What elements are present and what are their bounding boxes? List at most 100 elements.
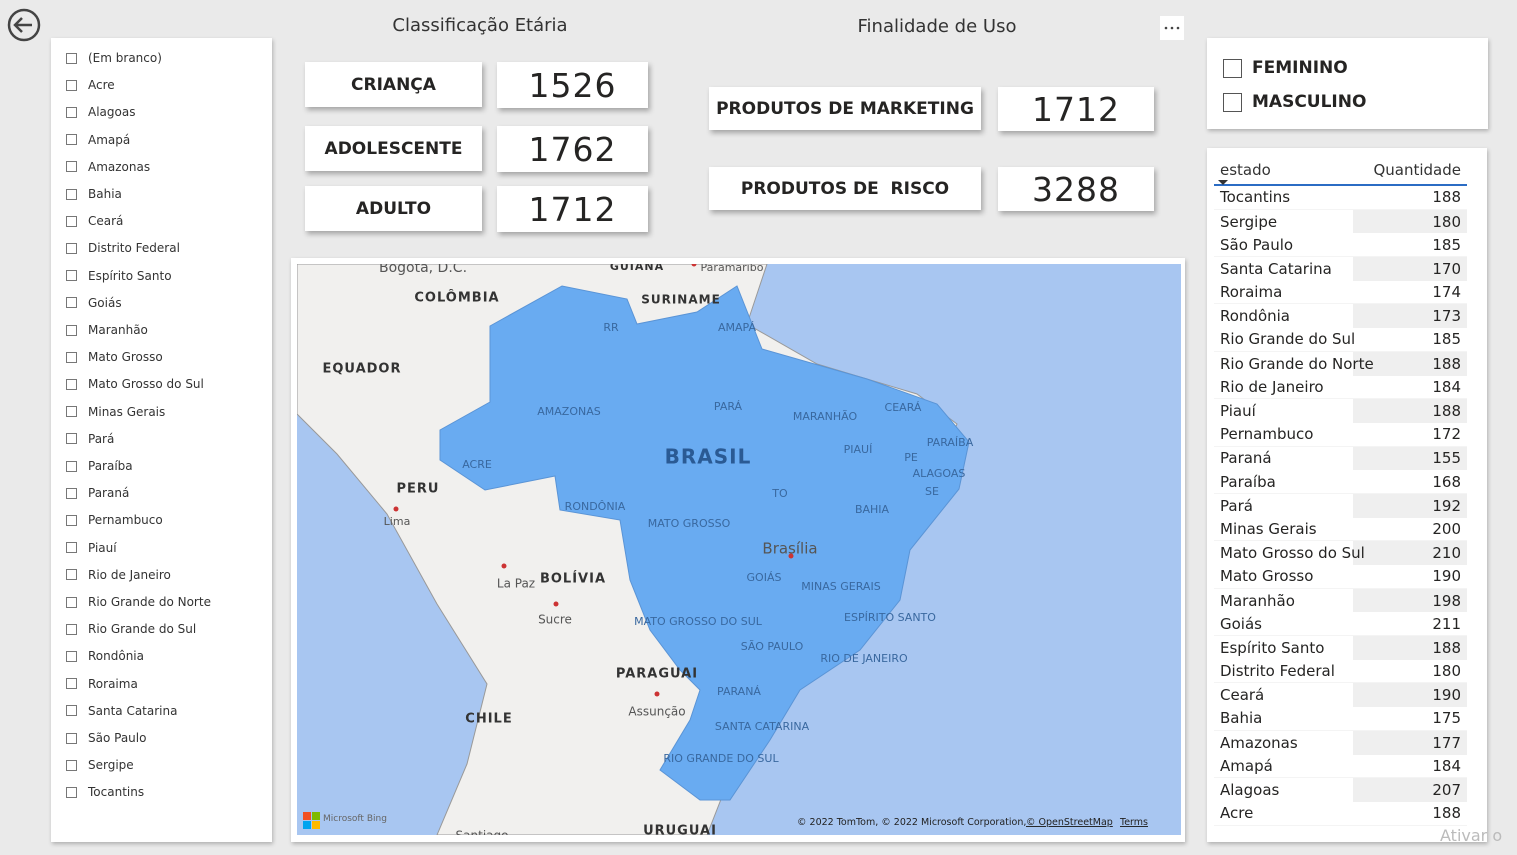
slicer-item[interactable]: Paraíba	[66, 456, 133, 476]
slicer-item[interactable]: Alagoas	[66, 102, 135, 122]
slicer-item[interactable]: Amazonas	[66, 157, 150, 177]
checkbox[interactable]	[66, 678, 77, 690]
cell-quantity: 184	[1432, 756, 1461, 775]
checkbox[interactable]	[66, 433, 77, 445]
checkbox[interactable]	[1223, 92, 1242, 112]
checkbox[interactable]	[66, 188, 77, 200]
column-header[interactable]: estado	[1220, 161, 1271, 179]
checkbox[interactable]	[66, 759, 77, 771]
checkbox[interactable]	[66, 596, 77, 608]
checkbox[interactable]	[66, 378, 77, 390]
slicer-item[interactable]: Acre	[66, 75, 115, 95]
osm-link[interactable]: © OpenStreetMap	[1026, 817, 1113, 828]
slicer-item[interactable]: Distrito Federal	[66, 238, 180, 258]
card-label: PRODUTOS DE MARKETING	[709, 87, 981, 130]
checkbox[interactable]	[66, 106, 77, 118]
slicer-item[interactable]: Rio Grande do Norte	[66, 592, 211, 612]
map-label: RIO GRANDE DO SUL	[663, 752, 779, 765]
checkbox[interactable]	[66, 786, 77, 798]
table-row: Mato Grosso do Sul 210	[1214, 541, 1467, 565]
slicer-item[interactable]: Mato Grosso	[66, 347, 163, 367]
slicer-item[interactable]: Maranhão	[66, 320, 148, 340]
map-label: SE	[925, 485, 939, 498]
cell-state: Goiás	[1220, 614, 1262, 633]
cell-state: Roraima	[1220, 283, 1283, 302]
map-label: URUGUAI	[643, 824, 717, 836]
checkbox[interactable]	[66, 134, 77, 146]
slicer-item[interactable]: Amapá	[66, 130, 130, 150]
map-label: ESPÍRITO SANTO	[844, 611, 936, 624]
map-label: CHILE	[465, 712, 512, 727]
cell-quantity: 175	[1432, 709, 1461, 728]
logo-square	[312, 821, 320, 829]
checkbox[interactable]	[66, 406, 77, 418]
map-label: MATO GROSSO	[648, 517, 731, 530]
slicer-item[interactable]: Pará	[66, 429, 114, 449]
checkbox[interactable]	[66, 161, 77, 173]
slicer-item[interactable]: Bahia	[66, 184, 122, 204]
cell-state: Distrito Federal	[1220, 662, 1335, 681]
checkbox[interactable]	[66, 514, 77, 526]
slicer-label: Paraná	[88, 486, 130, 501]
checkbox[interactable]	[66, 460, 77, 472]
terms-link[interactable]: Terms	[1119, 817, 1148, 828]
checkbox[interactable]	[66, 297, 77, 309]
map-label: GOIÁS	[747, 571, 782, 584]
checkbox[interactable]	[66, 242, 77, 254]
checkbox[interactable]	[66, 351, 77, 363]
map-label: PARAGUAI	[616, 667, 698, 682]
checkbox[interactable]	[66, 732, 77, 744]
back-button[interactable]	[6, 8, 42, 44]
slicer-item[interactable]: (Em branco)	[66, 48, 162, 68]
checkbox[interactable]	[66, 487, 77, 499]
cell-quantity: 184	[1432, 377, 1461, 396]
gender-label: MASCULINO	[1252, 92, 1367, 112]
cell-state: Rio de Janeiro	[1220, 377, 1324, 396]
checkbox[interactable]	[66, 569, 77, 581]
more-options[interactable]	[1160, 16, 1184, 40]
card-label: CRIANÇA	[305, 62, 482, 107]
checkbox[interactable]	[66, 79, 77, 91]
checkbox[interactable]	[66, 542, 77, 554]
gender-item[interactable]: FEMININO	[1223, 51, 1488, 85]
gender-item[interactable]: MASCULINO	[1223, 85, 1488, 119]
checkbox[interactable]	[66, 324, 77, 336]
map-label: PARÁ	[714, 400, 743, 413]
cell-quantity: 190	[1432, 567, 1461, 586]
slicer-item[interactable]: Ceará	[66, 211, 123, 231]
slicer-item[interactable]: Rondônia	[66, 646, 144, 666]
column-header[interactable]: Quantidade	[1373, 161, 1461, 179]
city-dot	[654, 691, 660, 697]
slicer-label: Maranhão	[88, 323, 148, 337]
cell-state: Acre	[1220, 804, 1254, 823]
table-row: Rio de Janeiro 184	[1214, 376, 1467, 400]
slicer-item[interactable]: Roraima	[66, 674, 138, 694]
slicer-item[interactable]: Piauí	[66, 538, 117, 558]
checkbox[interactable]	[66, 215, 77, 227]
cell-quantity: 188	[1432, 188, 1461, 207]
slicer-item[interactable]: Tocantins	[66, 782, 144, 802]
slicer-label: Paraíba	[88, 459, 133, 473]
checkbox[interactable]	[1223, 58, 1242, 78]
checkbox[interactable]	[66, 270, 77, 282]
cell-state: Amapá	[1220, 756, 1273, 775]
map-label: ACRE	[462, 458, 492, 471]
slicer-item[interactable]: São Paulo	[66, 728, 146, 748]
map-label: Lima	[384, 515, 411, 528]
checkbox[interactable]	[66, 705, 77, 717]
slicer-item[interactable]: Rio Grande do Sul	[66, 619, 196, 639]
checkbox[interactable]	[66, 623, 77, 635]
slicer-item[interactable]: Espírito Santo	[66, 266, 172, 286]
checkbox[interactable]	[66, 650, 77, 662]
slicer-item[interactable]: Mato Grosso do Sul	[66, 374, 204, 394]
slicer-item[interactable]: Minas Gerais	[66, 402, 165, 422]
slicer-item[interactable]: Rio de Janeiro	[66, 565, 171, 585]
slicer-item[interactable]: Sergipe	[66, 755, 134, 775]
slicer-item[interactable]: Goiás	[66, 293, 122, 313]
card-label: ADOLESCENTE	[305, 126, 482, 171]
slicer-item[interactable]: Pernambuco	[66, 510, 163, 530]
checkbox[interactable]	[66, 52, 77, 64]
slicer-item[interactable]: Paraná	[66, 483, 129, 503]
slicer-item[interactable]: Santa Catarina	[66, 701, 177, 721]
map: Bogotá, D.C. GUIANA Paramaribo COLÔMBIA SURI…	[297, 264, 1181, 835]
